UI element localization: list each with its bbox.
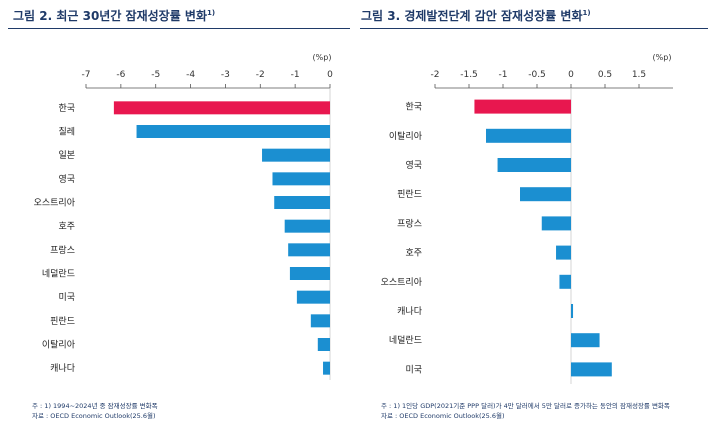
bar [296,290,330,304]
source-line: 자료 : OECD Economic Outlook(25.6월) [32,412,156,420]
x-tick-label: -3 [221,70,230,80]
category-label: 이탈리아 [389,131,423,142]
bar-chart-right: (%p) -2 -1.5 -1 -0.5 0 0.5 1.5 한국이탈리아영국핀란드프랑스호주오… [381,53,673,384]
x-tick-label: -2 [256,70,265,80]
x-tick-label: -5 [151,70,160,80]
chart-title-text: 그림 2. 최근 30년간 잠재성장률 변화 [13,9,208,23]
chart-panel-left: 그림 2. 최근 30년간 잠재성장률 변화1) (%p) -7 -6 -5 -4 -3 -… [8,7,350,421]
x-tick-label: 0.5 [598,70,612,80]
category-label: 프랑스 [50,244,75,256]
category-label: 네덜란드 [389,334,422,346]
category-label: 일본 [58,150,75,161]
bar [571,362,612,377]
bar [113,101,330,115]
bar [556,245,571,260]
bar [323,361,330,375]
bar [272,172,330,186]
category-label: 영국 [58,174,75,185]
category-label: 캐나다 [397,306,423,317]
x-tick-label: -2 [431,70,440,80]
bar-chart-left: (%p) -7 -6 -5 -4 -3 -2 -1 0 한국칠레일본영국오스트리아호주프랑스네덜란… [34,53,333,380]
bar [284,219,330,233]
category-label: 프랑스 [397,217,422,229]
bar [310,314,330,328]
category-label: 이탈리아 [42,340,76,351]
bar [571,333,600,348]
chart-title-text: 그림 3. 경제발전단계 감안 잠재성장률 변화 [361,9,583,23]
notes-left: 주 : 1) 1994~2024년 중 잠재성장률 변화폭 자료 : OECD … [32,401,158,421]
category-label: 핀란드 [397,188,422,200]
chart-title-right: 그림 3. 경제발전단계 감안 잠재성장률 변화1) [361,7,591,24]
x-tick-label: 0 [327,70,333,80]
category-label: 오스트리아 [34,198,76,209]
bar [474,99,571,114]
x-tick-label: -1.5 [460,70,478,80]
category-label: 호주 [405,248,422,259]
title-footnote-mark: 1) [207,9,216,17]
bar [289,267,330,280]
bar [497,158,571,172]
unit-label: (%p) [653,53,672,62]
bar [274,196,330,209]
x-tick-label: -0.5 [528,70,546,80]
category-label: 한국 [58,103,75,114]
bar [317,338,330,351]
category-label: 미국 [58,292,75,303]
bar [571,304,574,318]
bar [136,125,330,138]
category-label: 한국 [405,102,422,113]
bar [541,216,571,231]
title-rule-left [8,28,350,29]
category-label: 핀란드 [50,315,75,327]
category-label: 칠레 [58,127,75,138]
chart-panel-right: 그림 3. 경제발전단계 감안 잠재성장률 변화1) (%p) -2 -1.5 -1 -… [360,0,720,427]
note-line: 주 : 1) 1994~2024년 중 잠재성장률 변화폭 [32,402,158,410]
bar [288,243,330,257]
bar [559,274,571,289]
notes-right: 주 : 1) 1인당 GDP(2021기준 PPP 달러)가 4만 달러에서 5… [381,401,670,421]
x-tick-label: -6 [116,70,125,80]
category-label: 영국 [405,160,422,171]
bar [262,148,330,162]
x-tick-label: 0 [568,70,574,80]
x-tick-label: -1 [291,70,300,80]
note-line: 주 : 1) 1인당 GDP(2021기준 PPP 달러)가 4만 달러에서 5… [381,402,670,410]
bar [486,128,571,143]
category-label: 미국 [405,364,422,375]
category-label: 오스트리아 [381,277,423,288]
chart-title-left: 그림 2. 최근 30년간 잠재성장률 변화1) [13,7,215,24]
source-line: 자료 : OECD Economic Outlook(25.6월) [381,412,505,420]
x-tick-label: -1 [499,70,508,80]
unit-label: (%p) [313,53,332,62]
x-tick-label: -4 [186,70,195,80]
category-label: 캐나다 [50,363,76,374]
x-tick-label: 1.5 [632,70,646,80]
bar [520,187,571,202]
title-footnote-mark: 1) [582,9,591,17]
title-rule-right [360,28,708,29]
x-tick-label: -7 [82,70,91,80]
category-label: 네덜란드 [42,268,75,280]
category-label: 호주 [58,221,75,232]
